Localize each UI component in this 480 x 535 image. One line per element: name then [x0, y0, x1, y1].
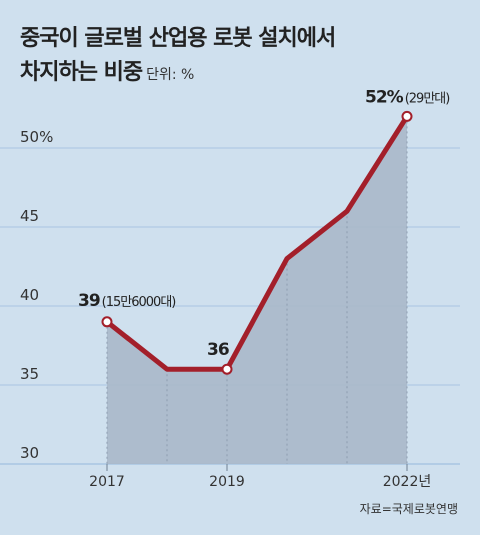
y-tick-label: 35 [20, 365, 39, 383]
x-tick-label: 2019 [209, 474, 245, 490]
y-tick-label: 30 [20, 444, 39, 462]
y-tick-label: 45 [20, 207, 39, 225]
area-fill [107, 116, 407, 465]
x-tick-label: 2022년 [383, 474, 432, 490]
annotation-note: (15만6000대) [102, 295, 176, 310]
chart-title-line2: 차지하는 비중 단위: % [20, 54, 194, 86]
annotation-label-2022: 52% (29만대) [365, 87, 449, 107]
y-tick-label: 40 [20, 286, 39, 304]
series-line [104, 113, 410, 372]
annotation-value: 36 [207, 340, 229, 360]
data-point-2017 [101, 316, 113, 328]
x-tick-label: 2017 [89, 474, 125, 490]
unit-label: 단위: % [146, 67, 195, 83]
data-point-2022 [401, 110, 413, 122]
annotation-label-2017: 39 (15만6000대) [78, 291, 175, 311]
y-tick-label: 50% [20, 128, 53, 146]
data-point-2019 [221, 363, 233, 375]
chart-title-line1: 중국이 글로벌 산업용 로봇 설치에서 [20, 26, 336, 51]
chart-title-line2-text: 차지하는 비중 [20, 60, 143, 85]
annotation-value: 39 [78, 291, 100, 311]
annotation-label-2019: 36 [207, 340, 229, 360]
annotation-note: (29만대) [405, 91, 450, 106]
annotation-value: 52% [365, 87, 404, 107]
source-note: 자료=국제로봇연맹 [359, 502, 458, 516]
